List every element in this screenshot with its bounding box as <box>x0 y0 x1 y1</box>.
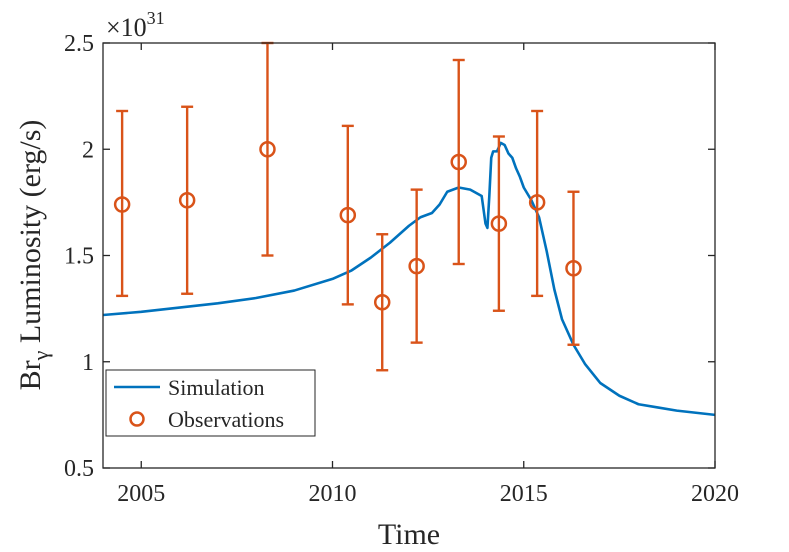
observation-marker <box>528 194 546 211</box>
y-tick-label: 1 <box>82 350 94 376</box>
observation-point <box>565 190 582 346</box>
x-tick-label: 2020 <box>691 481 739 507</box>
observation-point <box>178 105 196 295</box>
observation-point <box>373 233 391 372</box>
axis-ticks: 2005 2010 2015 2020 0.5 1 1.5 2 2.5 <box>64 31 739 507</box>
plot-frame <box>102 42 716 469</box>
observation-marker <box>408 257 425 275</box>
observation-point <box>408 188 425 344</box>
observation-marker <box>339 206 357 224</box>
observation-marker <box>113 196 131 213</box>
y-axis-label: Brγ Luminosity (erg/s) <box>14 120 53 391</box>
observation-marker <box>259 141 276 158</box>
y-tick-label: 2.5 <box>64 31 94 57</box>
simulation-series <box>103 141 715 417</box>
legend: Simulation Observations <box>105 369 316 437</box>
observation-point <box>490 135 508 312</box>
x-tick-label: 2005 <box>117 481 165 507</box>
simulation-line <box>103 141 715 417</box>
legend-observations-label: Observations <box>168 407 284 432</box>
legend-observations-marker <box>129 411 145 427</box>
observations-series <box>113 41 582 372</box>
y-tick-label: 2 <box>82 137 94 163</box>
observation-point <box>450 58 467 266</box>
observation-marker <box>450 153 467 171</box>
y-tick-label: 0.5 <box>64 456 94 482</box>
observation-marker <box>490 215 508 232</box>
observation-marker <box>565 260 582 277</box>
observation-marker <box>373 294 391 311</box>
y-tick-label: 1.5 <box>64 244 94 270</box>
x-tick-label: 2015 <box>500 481 548 507</box>
x-tick-label: 2010 <box>309 481 357 507</box>
legend-simulation-label: Simulation <box>168 375 265 400</box>
y-multiplier: ×1031 <box>106 8 165 42</box>
observation-point <box>528 109 546 298</box>
observation-marker <box>178 192 196 209</box>
x-axis-label: Time <box>378 518 440 551</box>
observation-point <box>339 124 357 306</box>
observation-point <box>113 109 131 298</box>
